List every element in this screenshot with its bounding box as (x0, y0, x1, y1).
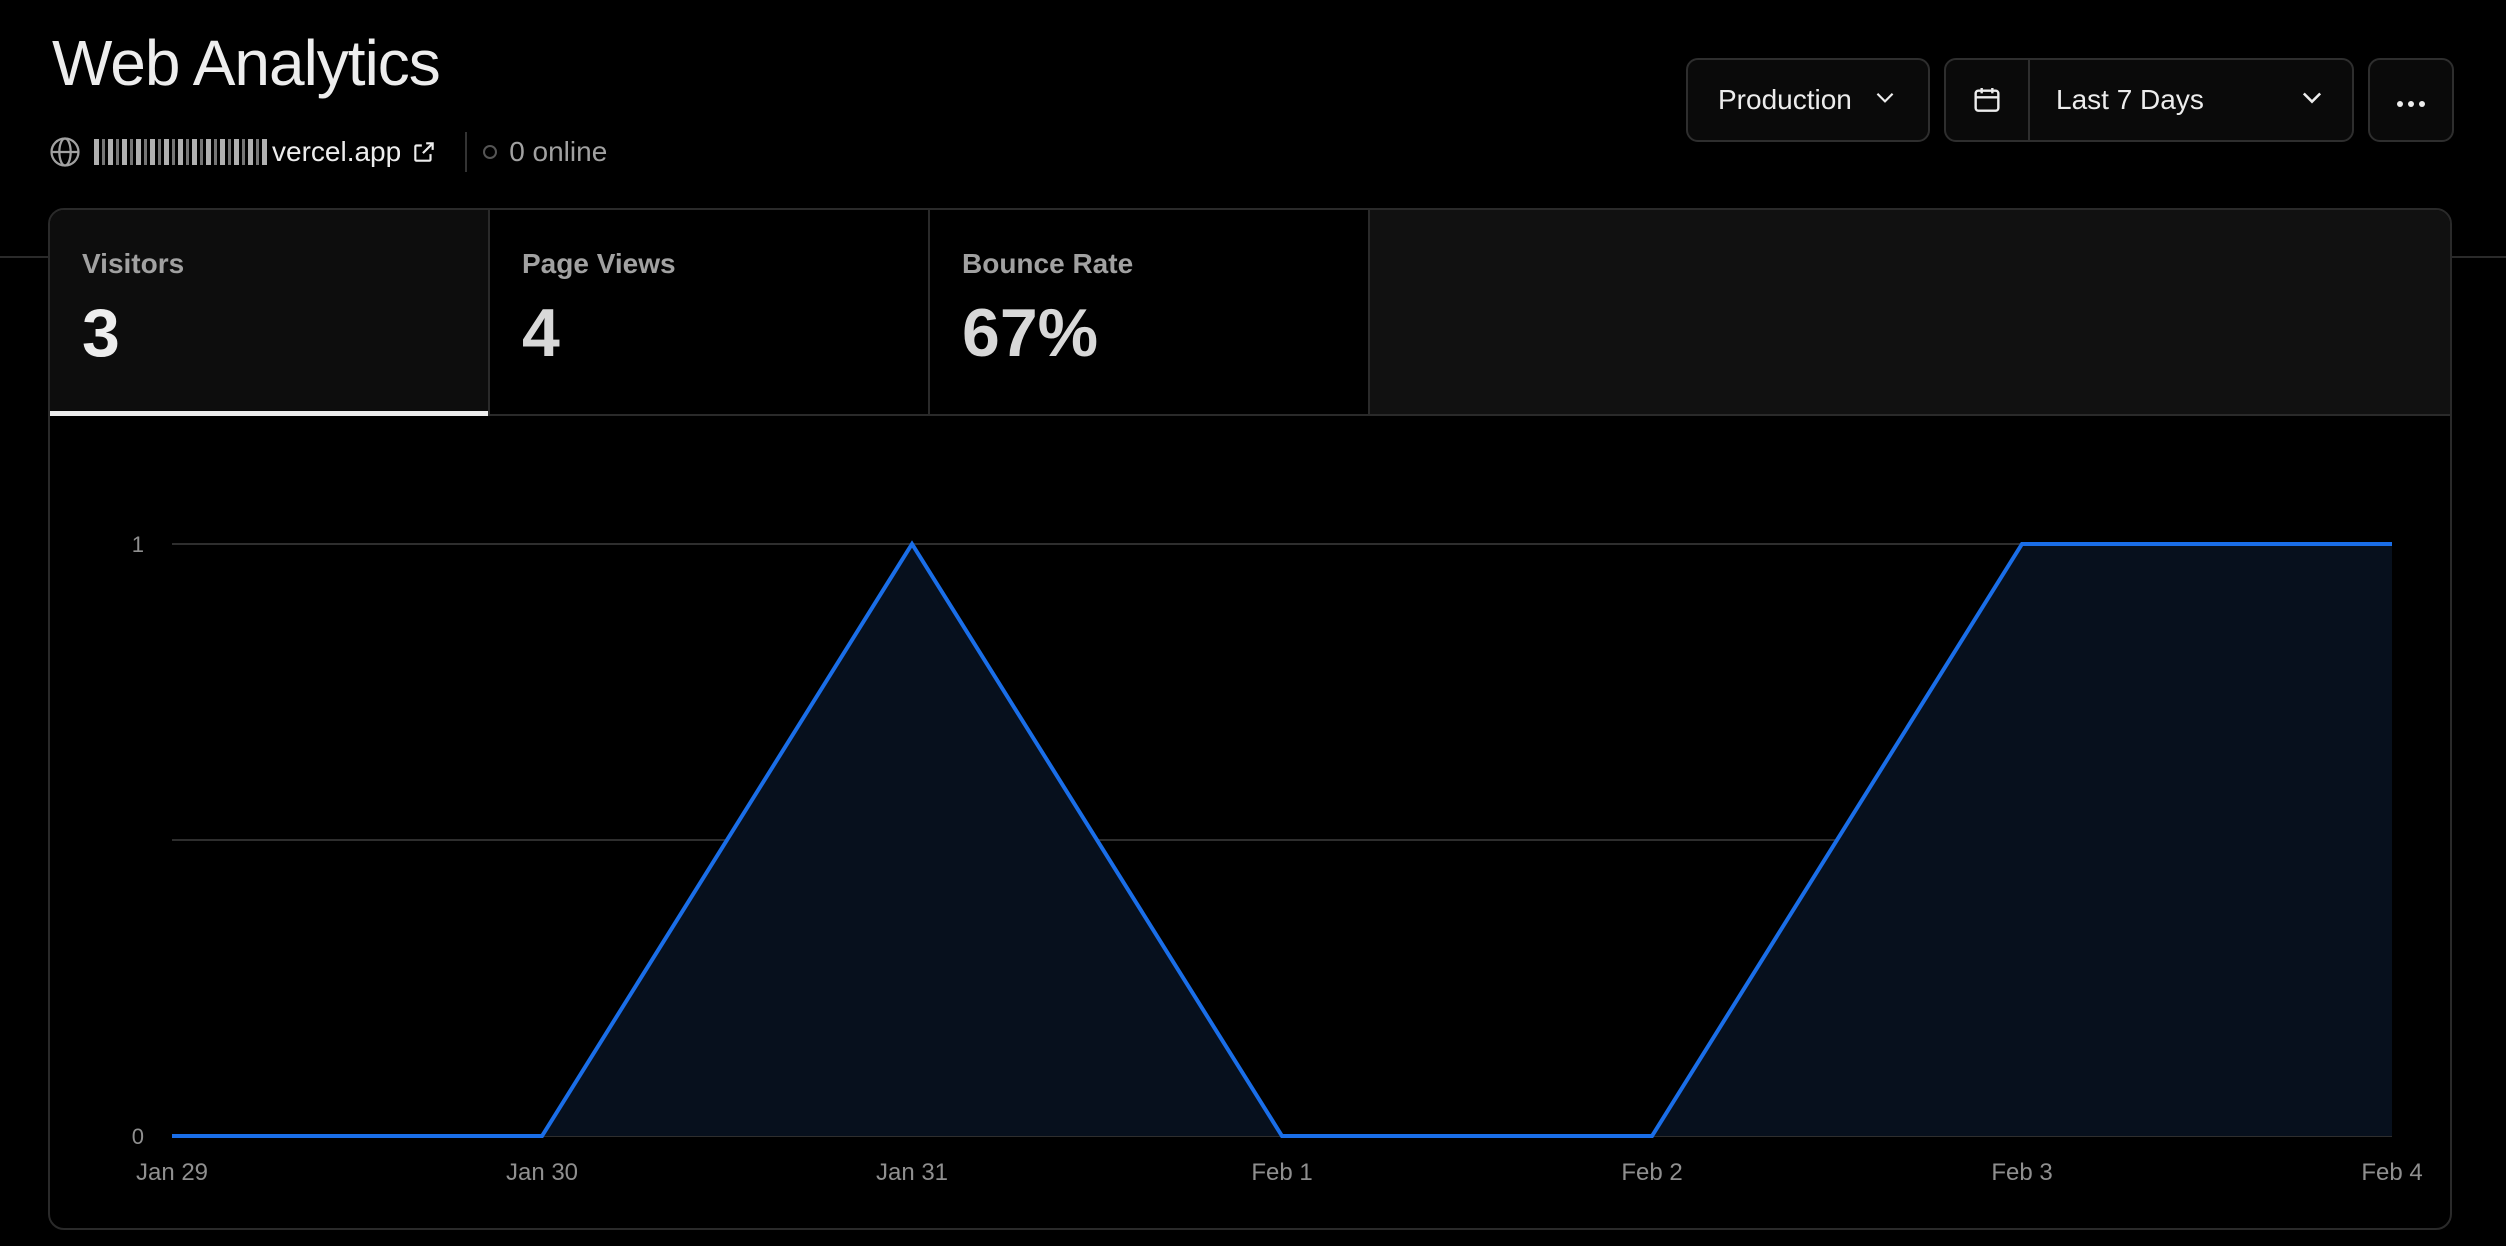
online-status-dot (483, 145, 498, 159)
x-tick-label: Jan 29 (136, 1159, 208, 1186)
tab-page-views[interactable]: Page Views 4 (490, 210, 930, 414)
tab-label: Visitors (82, 248, 185, 279)
tab-value: 67% (962, 295, 1099, 371)
x-tick-label: Feb 4 (2361, 1159, 2422, 1186)
tab-value: 4 (522, 295, 560, 371)
series-line (172, 540, 2392, 1138)
tab-label: Bounce Rate (962, 248, 1134, 279)
series-area (172, 544, 2392, 1136)
x-tick-label: Feb 1 (1251, 1159, 1312, 1186)
date-range-label: Last 7 Days (2056, 84, 2204, 115)
metric-tabs: Visitors 3 Page Views 4 Bounce Rate 67% (50, 210, 2450, 416)
divider (465, 132, 468, 172)
site-info-row: vercel.app 0 online (48, 132, 607, 172)
online-count: 0 online (509, 136, 608, 167)
more-options-button[interactable] (2368, 58, 2454, 142)
environment-select[interactable]: Production (1686, 58, 1930, 142)
analytics-card: Visitors 3 Page Views 4 Bounce Rate 67% … (48, 208, 2452, 1230)
tab-label: Page Views (522, 248, 676, 279)
globe-icon (48, 135, 82, 169)
calendar-icon[interactable] (1946, 60, 2030, 140)
visitors-chart: 0 1 Jan 29 Jan 30 Jan 31 Feb 1 Feb 2 Feb 3 Feb 4 (132, 532, 2423, 1186)
external-link-icon[interactable] (411, 139, 437, 165)
x-tick-label: Jan 30 (506, 1159, 578, 1186)
ellipsis-icon (2395, 84, 2427, 116)
date-range-select[interactable]: Last 7 Days (2030, 83, 2352, 118)
tab-bounce-rate[interactable]: Bounce Rate 67% (930, 210, 1370, 414)
chevron-down-icon (2298, 83, 2326, 118)
y-tick-label: 0 (132, 1124, 144, 1149)
redacted-subdomain (94, 139, 270, 165)
x-tick-label: Feb 3 (1991, 1159, 2052, 1186)
date-range-picker[interactable]: Last 7 Days (1944, 58, 2354, 142)
tab-visitors[interactable]: Visitors 3 (50, 210, 490, 416)
chevron-down-icon (1872, 84, 1898, 117)
environment-label: Production (1718, 84, 1852, 115)
x-tick-label: Jan 31 (876, 1159, 948, 1186)
site-domain-link[interactable]: vercel.app (94, 136, 437, 168)
x-tick-label: Feb 2 (1621, 1159, 1682, 1186)
domain-suffix: vercel.app (272, 136, 402, 167)
tab-value: 3 (82, 295, 120, 371)
y-tick-label: 1 (132, 532, 144, 557)
active-tab-indicator (50, 411, 488, 416)
page-title: Web Analytics (52, 27, 441, 99)
